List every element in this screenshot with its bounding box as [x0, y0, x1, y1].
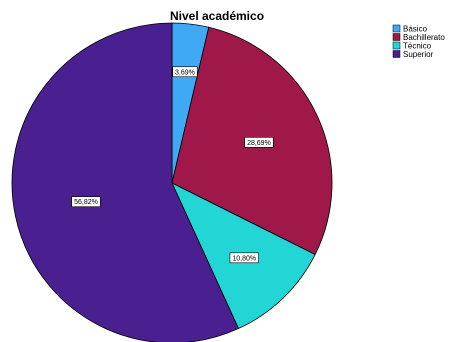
svg-text:Bachillerato: Bachillerato [403, 33, 445, 42]
chart-title: Nivel académico [170, 9, 264, 23]
data-label-bachillerato: 28,69% [244, 137, 274, 148]
legend-item-bachillerato: Bachillerato [392, 33, 445, 42]
data-labels: 3,69% 28,69% 10,80% 56,82% [71, 66, 274, 264]
svg-text:10,80%: 10,80% [232, 255, 256, 262]
svg-text:28,69%: 28,69% [247, 140, 271, 147]
data-label-básico: 3,69% [172, 66, 198, 78]
legend-item-técnico: Técnico [392, 42, 432, 51]
data-label-técnico: 10,80% [229, 252, 259, 264]
legend-item-superior: Superior [392, 50, 434, 59]
legend-item-básico: Básico [392, 25, 428, 34]
pie-slices [11, 22, 333, 342]
svg-text:56,82%: 56,82% [74, 199, 98, 206]
svg-text:Técnico: Técnico [403, 42, 432, 51]
pie-slice-superior [11, 22, 240, 342]
svg-text:3,69%: 3,69% [175, 69, 195, 76]
svg-text:Básico: Básico [403, 25, 428, 34]
data-label-superior: 56,82% [71, 196, 101, 208]
svg-text:Superior: Superior [403, 50, 434, 59]
